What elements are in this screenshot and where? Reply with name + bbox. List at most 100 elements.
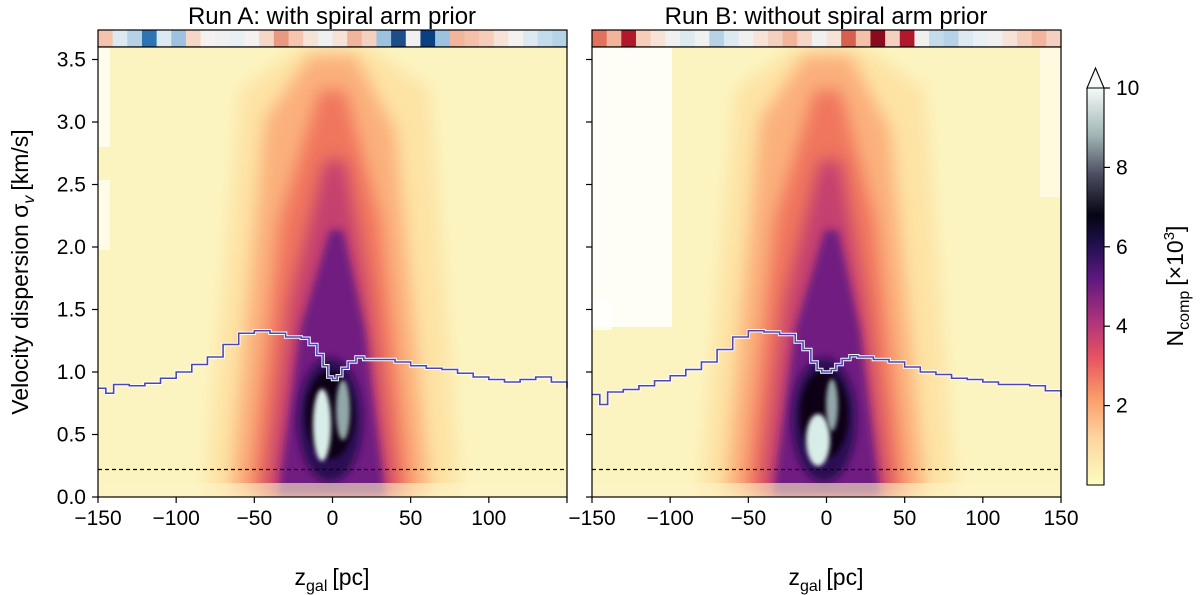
panel-a-color-strip — [98, 30, 568, 47]
panel-b-strip-cell — [782, 30, 798, 47]
panel-a-strip-cell — [244, 30, 260, 47]
panel-b-strip-cell — [723, 30, 740, 47]
panel-a-strip-cell — [479, 30, 495, 47]
panel-b-strip-cell — [870, 30, 886, 47]
x-tick-label: −150 — [74, 507, 121, 530]
panel-b-title: Run B: without spiral arm prior — [665, 3, 988, 30]
panel-a-strip-cell — [376, 30, 392, 47]
y-tick-label: 0.0 — [57, 486, 86, 509]
panel-b-strip-cell — [650, 30, 666, 47]
panel-b-strip-cell — [958, 30, 974, 47]
panel-b-color-strip — [592, 30, 1062, 47]
panel-b-strip-cell — [826, 30, 842, 47]
panel-b-strip-cell — [811, 30, 828, 47]
colorbar-label: Ncomp[×103] — [1161, 226, 1193, 347]
y-tick-label: 1.0 — [57, 361, 86, 384]
panel-a-strip-cell — [332, 30, 348, 47]
panel-b-strip-cell — [797, 30, 813, 47]
colorbar-ticks: 2 4 6 8 10 — [1104, 77, 1139, 418]
panel-a-strip-cell — [435, 30, 451, 47]
y-tick-label: 0.5 — [57, 424, 86, 447]
y-axis-label: Velocity dispersion σv[km/s] — [7, 129, 38, 414]
colorbar-frame — [1086, 88, 1105, 486]
panel-b-strip-cell — [679, 30, 696, 47]
panel-b-strip-cell — [1046, 30, 1062, 47]
panel-a-strip-cell — [420, 30, 436, 47]
colorbar-gradient — [1087, 88, 1104, 485]
panel-b-strip-cell — [1017, 30, 1033, 47]
panel-a-strip-cell — [141, 30, 158, 47]
panel-a-strip-cell — [112, 30, 128, 47]
panel-b-strip-cell — [973, 30, 989, 47]
x-tick-label: −100 — [153, 507, 200, 530]
x-tick-label: 50 — [893, 507, 916, 530]
panel-b-median-line — [592, 329, 1062, 406]
panel-a-strip-cell — [317, 30, 334, 47]
x-tick-label: −50 — [731, 507, 767, 530]
panel-a-strip-cell — [391, 30, 407, 47]
panel-a-x-ticks: −150 −100 −50 0 50 100 — [74, 497, 568, 530]
panel-b-strip-cell — [1002, 30, 1018, 47]
panel-b-strip-cell — [987, 30, 1003, 47]
panel-a-strip-cell — [185, 30, 202, 47]
panel-a-strip-cell — [229, 30, 246, 47]
panel-a-median-line — [98, 329, 568, 395]
panel-b-strip-cell — [606, 30, 622, 47]
panel-b-strip-cell — [665, 30, 681, 47]
x-tick-label: 0 — [327, 507, 339, 530]
panel-a-title: Run A: with spiral arm prior — [188, 3, 476, 30]
y-tick-label: 3.5 — [57, 49, 86, 72]
panel-b-strip-cell — [899, 30, 916, 47]
panel-a-strip-cell — [537, 30, 553, 47]
panel-a-strip-cell — [523, 30, 539, 47]
panel-a-strip-cell — [347, 30, 363, 47]
panel-a-strip-cell — [156, 30, 172, 47]
panel-a-strip-cell — [288, 30, 304, 47]
y-tick-label: 2.0 — [57, 236, 86, 259]
panel-b-strip-cell — [635, 30, 652, 47]
colorbar-tick-label: 8 — [1116, 156, 1128, 179]
panel-b-heatmap — [592, 47, 1061, 497]
panel-a-strip-cell — [127, 30, 143, 47]
panel-b-strip-cell — [694, 30, 710, 47]
panel-a-strip-cell — [552, 30, 568, 47]
panel-a-strip-cell — [273, 30, 290, 47]
panel-a-strip-cell — [215, 30, 231, 47]
panel-a-strip-cell — [449, 30, 466, 47]
colorbar-tick-label: 2 — [1116, 395, 1128, 418]
panel-b-strip-cell — [592, 30, 608, 47]
panel-b-strip-cell — [943, 30, 960, 47]
panel-a-strip-cell — [200, 30, 216, 47]
x-tick-label: 100 — [471, 507, 506, 530]
panel-a-strip-cell — [405, 30, 422, 47]
x-tick-label: −150 — [568, 507, 615, 530]
panel-b-strip-cell — [855, 30, 872, 47]
panel-b-strip-cell — [885, 30, 901, 47]
panel-a-y-ticks: 0.0 0.5 1.0 1.5 2.0 2.5 3.0 3.5 — [57, 49, 98, 509]
panel-a-x-axis-label: zgal [pc] — [295, 564, 370, 595]
colorbar-tick-label: 10 — [1116, 77, 1139, 100]
panel-b-strip-cell — [767, 30, 784, 47]
x-tick-label: −50 — [237, 507, 273, 530]
x-tick-label: 100 — [965, 507, 1000, 530]
y-tick-label: 1.5 — [57, 299, 86, 322]
panel-b-x-ticks: −150 −100 −50 0 50 100 150 — [568, 497, 1079, 530]
panel-a-strip-cell — [171, 30, 187, 47]
panel-b-strip-cell — [929, 30, 945, 47]
x-tick-label: 0 — [821, 507, 833, 530]
panel-a-strip-cell — [493, 30, 509, 47]
x-tick-label: 50 — [399, 507, 422, 530]
panel-a-strip-cell — [508, 30, 524, 47]
panel-b-strip-cell — [1031, 30, 1047, 47]
panel-b-strip-cell — [738, 30, 754, 47]
x-tick-label: −100 — [647, 507, 694, 530]
panel-a-strip-cell — [303, 30, 319, 47]
panel-b-strip-cell — [753, 30, 769, 47]
panel-b: Run B: without spiral arm prior −150 −100… — [568, 3, 1078, 595]
panel-a-strip-cell — [98, 30, 114, 47]
x-tick-label: 150 — [1043, 507, 1078, 530]
panel-b-strip-cell — [709, 30, 725, 47]
panel-b-x-axis-label: zgal [pc] — [789, 564, 864, 595]
panel-b-strip-cell — [914, 30, 930, 47]
